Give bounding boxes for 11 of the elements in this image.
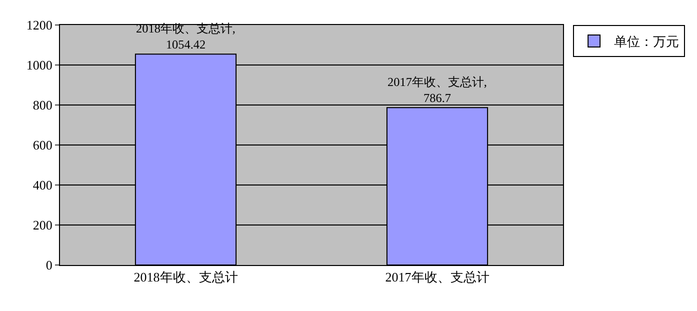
x-tick-label: 2018年收、支总计 [134, 270, 238, 285]
legend-label: 单位：万元 [614, 34, 680, 50]
x-tick-label: 2017年收、支总计 [385, 270, 490, 285]
y-tick-label: 400 [32, 178, 52, 193]
y-tick-label: 200 [32, 218, 52, 233]
y-tick-label: 800 [32, 98, 52, 113]
y-tick-label: 0 [46, 258, 52, 273]
y-tick-label: 1000 [26, 58, 52, 73]
y-tick-label: 1200 [26, 18, 52, 33]
data-label: 2017年收、支总计, 786.7 [388, 74, 487, 105]
y-tick-label: 600 [32, 138, 52, 153]
